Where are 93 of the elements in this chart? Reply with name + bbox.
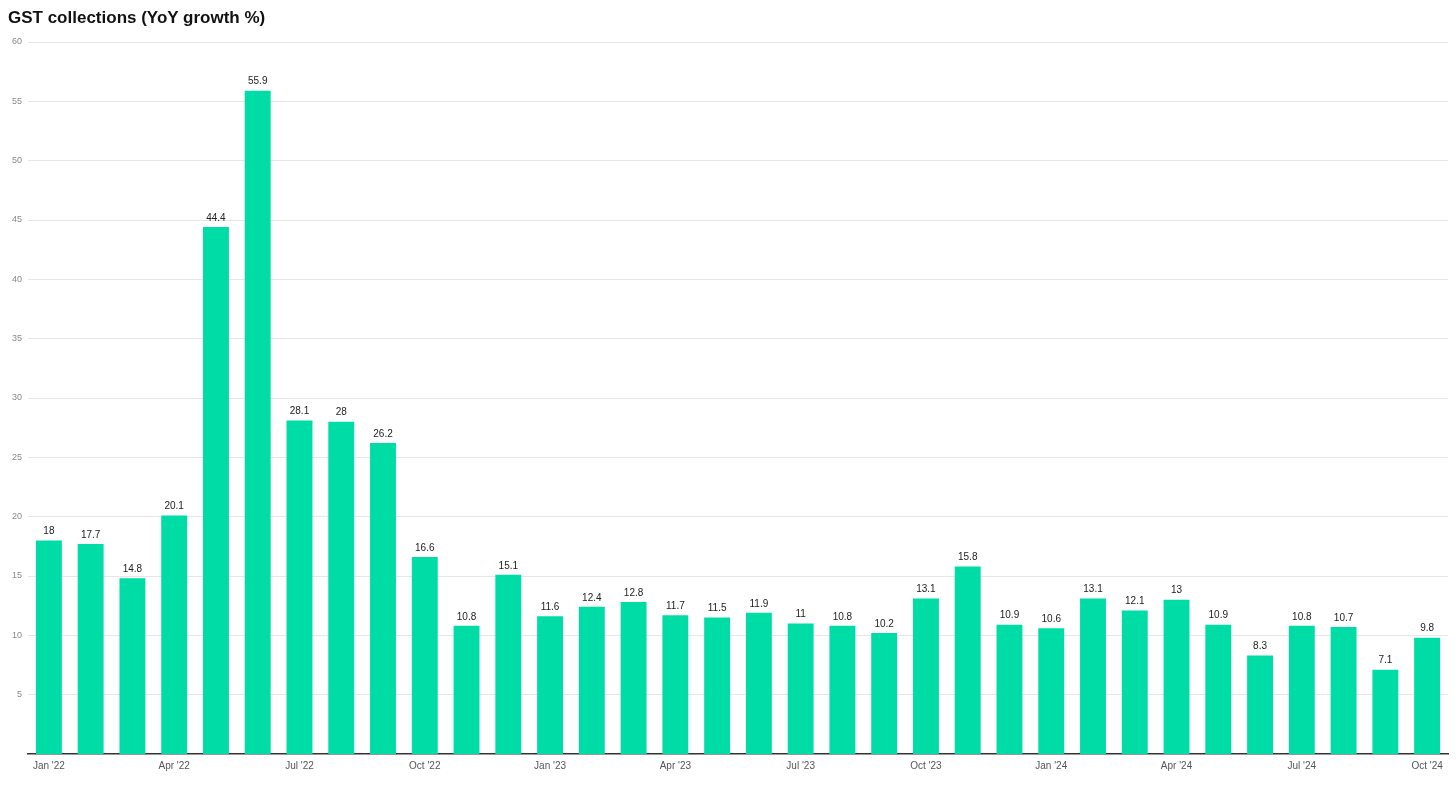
y-tick-label: 40 [12, 273, 23, 284]
bar [411, 557, 438, 754]
bar [244, 90, 271, 754]
y-tick-label: 45 [12, 214, 23, 225]
bar [203, 227, 229, 754]
data-label: 28.1 [289, 405, 310, 417]
x-tick-label: Jan '22 [32, 759, 66, 771]
data-label: 13.1 [1083, 583, 1104, 595]
data-label: 9.8 [1420, 622, 1435, 634]
data-label: 10.8 [456, 610, 477, 622]
data-label: 8.3 [1253, 640, 1268, 652]
x-tick-label: Apr '22 [158, 759, 191, 771]
bar [1372, 669, 1399, 754]
bar [1414, 637, 1441, 754]
x-tick-label: Oct '23 [910, 759, 943, 771]
chart-title: GST collections (YoY growth %) [8, 8, 267, 28]
data-label: 10.9 [1208, 609, 1229, 621]
data-label: 11 [795, 608, 807, 620]
data-label: 10.8 [1292, 610, 1312, 622]
bar [829, 625, 856, 754]
bar [745, 612, 772, 754]
data-label: 10.6 [1041, 612, 1062, 624]
bar [537, 616, 564, 754]
bar [704, 617, 731, 754]
y-tick-label: 30 [12, 392, 23, 403]
bar [495, 574, 522, 754]
y-tick-label: 15 [12, 570, 23, 581]
y-tick-label: 5 [17, 689, 23, 700]
bar [1121, 610, 1148, 754]
bar [1080, 598, 1106, 754]
data-label: 10.8 [832, 610, 853, 622]
data-label: 12.8 [623, 586, 644, 598]
bar [161, 515, 188, 754]
x-tick-label: Jul '23 [786, 759, 816, 771]
x-tick-label: Apr '23 [659, 759, 692, 771]
data-label: 11.7 [665, 599, 686, 611]
x-tick-label: Oct '22 [409, 759, 441, 771]
data-label: 20.1 [164, 500, 185, 512]
data-label: 11.5 [707, 602, 727, 614]
bar [620, 602, 647, 754]
bar [1205, 624, 1232, 754]
data-label: 12.4 [582, 591, 602, 603]
data-label: 10.7 [1333, 611, 1354, 623]
y-tick-label: 10 [12, 629, 23, 640]
y-tick-label: 60 [12, 36, 23, 47]
y-tick-label: 55 [12, 95, 23, 106]
bar [578, 606, 605, 754]
data-label: 12.1 [1125, 595, 1145, 607]
bar [1163, 599, 1190, 754]
data-label: 55.9 [247, 75, 268, 87]
data-label: 26.2 [373, 427, 394, 439]
data-label: 14.8 [122, 563, 143, 575]
y-tick-label: 20 [12, 511, 23, 522]
data-label: 10.2 [874, 617, 895, 629]
bar [119, 578, 146, 754]
data-label: 10.9 [999, 609, 1020, 621]
data-label: 7.1 [1378, 654, 1393, 666]
y-tick-label: 25 [12, 451, 23, 462]
bar [913, 598, 939, 754]
bar [328, 421, 355, 754]
bar [787, 623, 814, 754]
data-label: 11.9 [749, 597, 769, 609]
bar [286, 420, 313, 754]
bar [35, 540, 62, 754]
data-label: 15.1 [498, 559, 519, 571]
bar [1330, 627, 1357, 754]
bar [662, 615, 689, 754]
data-label: 28 [335, 406, 348, 418]
data-label: 16.6 [415, 541, 435, 553]
bar [1288, 625, 1315, 754]
data-label: 15.8 [957, 551, 978, 563]
bar [996, 624, 1023, 754]
x-tick-label: Jan '23 [534, 759, 567, 771]
data-label: 13 [1170, 584, 1183, 596]
x-tick-label: Apr '24 [1160, 759, 1193, 771]
y-tick-label: 35 [12, 333, 23, 344]
bar [453, 625, 480, 754]
bar [1038, 628, 1065, 754]
y-tick-label: 50 [12, 155, 23, 166]
x-tick-label: Jan '24 [1035, 759, 1068, 771]
x-tick-label: Jul '22 [285, 759, 315, 771]
data-label: 18 [43, 525, 55, 537]
bar [77, 543, 104, 754]
bar [1247, 655, 1274, 754]
bar [954, 566, 981, 754]
data-label: 44.4 [206, 211, 227, 223]
data-label: 11.6 [540, 601, 560, 613]
bar [871, 632, 898, 754]
data-label: 13.1 [916, 583, 937, 595]
x-tick-label: Oct '24 [1411, 759, 1444, 771]
bar [370, 443, 396, 754]
data-label: 17.7 [80, 528, 101, 540]
x-tick-label: Jul '24 [1287, 759, 1317, 771]
